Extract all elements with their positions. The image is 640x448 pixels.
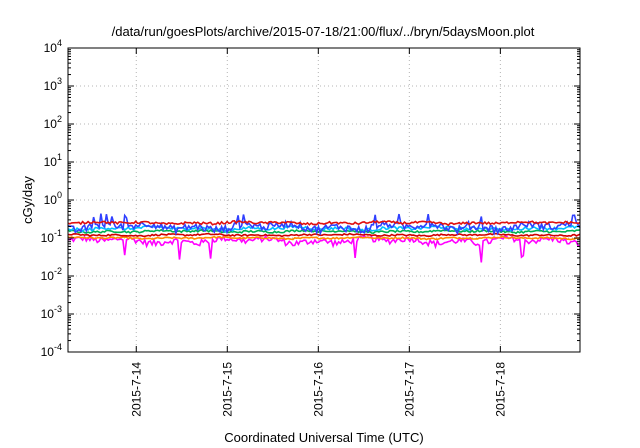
x-tick-label: 2015-7-14 xyxy=(129,362,143,417)
y-tick-label: 100 xyxy=(44,190,62,207)
y-axis-label: cGy/day xyxy=(20,176,35,224)
series-line xyxy=(67,213,581,237)
series-line xyxy=(67,219,581,227)
series-line xyxy=(67,234,581,263)
y-tick-label: 101 xyxy=(44,152,62,169)
x-tick-label: 2015-7-16 xyxy=(311,362,325,417)
y-tick-label: 103 xyxy=(44,76,62,93)
x-axis-label: Coordinated Universal Time (UTC) xyxy=(224,430,423,445)
series-group xyxy=(67,213,581,263)
y-tick-label: 10-4 xyxy=(41,342,62,359)
x-tick-label: 2015-7-15 xyxy=(220,362,234,417)
y-tick-label: 102 xyxy=(44,114,62,131)
y-tick-label: 104 xyxy=(44,38,62,55)
series-line xyxy=(67,235,581,241)
x-tick-label: 2015-7-17 xyxy=(402,362,416,417)
y-tick-label: 10-2 xyxy=(41,266,62,283)
y-tick-label: 10-1 xyxy=(41,228,62,245)
x-axis: 2015-7-14 2015-7-15 2015-7-16 2015-7-17 2015… xyxy=(129,48,507,417)
y-axis: 10-4 10-3 10-2 10-1 100 101 102 103 104 xyxy=(41,38,580,359)
chart-title: /data/run/goesPlots/archive/2015-07-18/2… xyxy=(112,24,535,39)
x-tick-label: 2015-7-18 xyxy=(493,362,507,417)
grid xyxy=(68,48,580,352)
y-tick-label: 10-3 xyxy=(41,304,62,321)
